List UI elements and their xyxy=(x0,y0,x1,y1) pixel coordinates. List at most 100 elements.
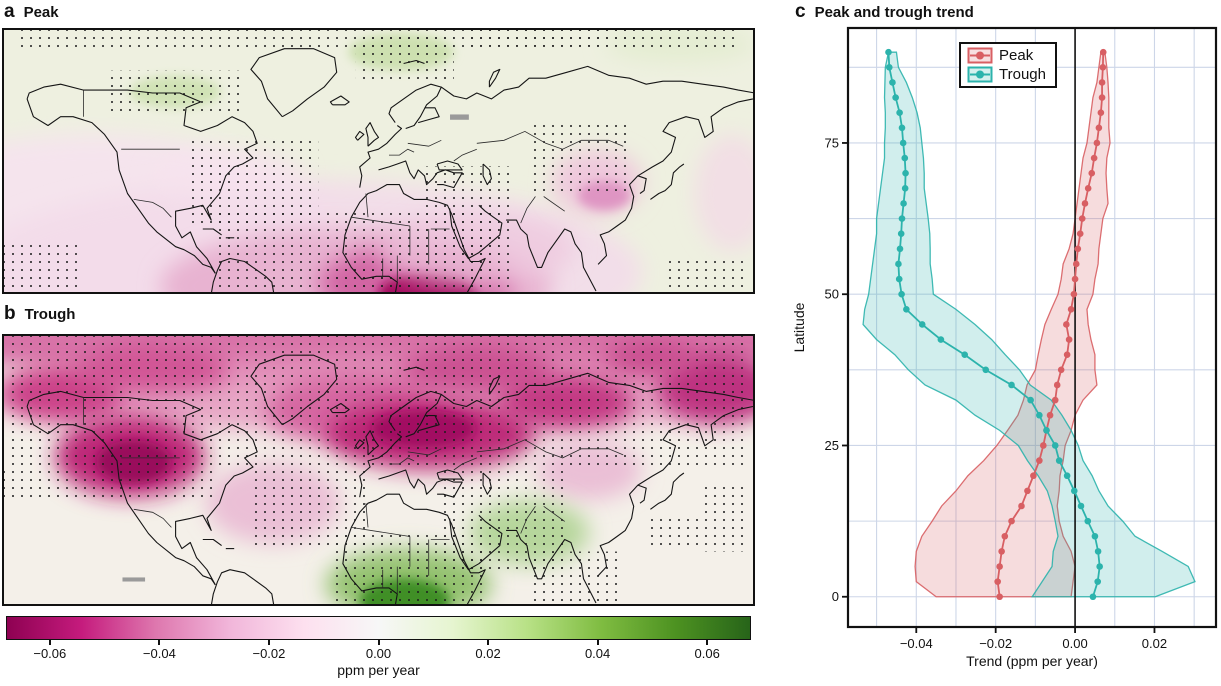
peak-data-point xyxy=(1078,215,1086,222)
trough-data-point xyxy=(1096,563,1103,570)
trough-data-point xyxy=(896,109,903,117)
coastline xyxy=(388,390,442,438)
coastline xyxy=(637,405,754,486)
panel-b-title: Trough xyxy=(24,306,76,323)
country-border xyxy=(453,457,477,471)
peak-data-point xyxy=(1093,139,1101,147)
x-tick-label: 0.00 xyxy=(1062,636,1087,651)
trough-data-point xyxy=(982,366,990,374)
panel-b-header: b Trough xyxy=(4,303,75,325)
stipple-region xyxy=(318,267,424,292)
colorbar-label: ppm per year xyxy=(337,662,420,678)
trough-data-point xyxy=(1027,396,1034,404)
trough-data-point xyxy=(1008,381,1015,389)
stipple-region xyxy=(649,518,703,547)
x-tick-label: 0.02 xyxy=(1142,636,1167,651)
trough-legend-marker xyxy=(967,66,993,83)
coastline xyxy=(26,83,258,274)
peak-data-point xyxy=(1099,64,1107,71)
legend-marker-dot xyxy=(976,70,984,79)
panel-a-title: Peak xyxy=(23,4,59,21)
colorbar-tick-label: −0.06 xyxy=(33,646,67,661)
trough-data-point xyxy=(903,306,910,313)
country-border xyxy=(543,196,565,212)
coastline xyxy=(342,493,486,606)
peak-data-point xyxy=(1084,185,1092,192)
coastline xyxy=(342,184,486,294)
colorbar-tick-label: 0.06 xyxy=(694,646,720,661)
trough-data-point xyxy=(885,64,893,71)
y-tick-label: 0 xyxy=(832,589,839,604)
coastline xyxy=(650,472,685,510)
trough-data-point xyxy=(896,245,904,253)
peak-data-point xyxy=(996,563,1003,570)
peak-data-point xyxy=(1088,169,1096,177)
stipple-region xyxy=(529,121,627,193)
coastline xyxy=(359,125,403,188)
peak-data-point xyxy=(994,578,1001,585)
trough-data-point xyxy=(1063,472,1071,480)
panel-a-letter: a xyxy=(4,1,15,22)
colorbar-tick xyxy=(487,640,490,645)
coastline xyxy=(637,98,754,177)
coastline xyxy=(440,372,755,408)
coastline xyxy=(650,163,685,200)
trough-data-point xyxy=(1036,411,1043,419)
trough-data-point xyxy=(901,185,909,192)
peak-data-point xyxy=(1036,457,1043,464)
panel-c-letter: c xyxy=(795,1,806,22)
no-data-mark xyxy=(450,114,469,120)
coastline xyxy=(354,439,365,450)
coastline xyxy=(210,569,275,606)
peak-data-point xyxy=(1008,517,1015,525)
coastline xyxy=(365,122,380,147)
coastline xyxy=(26,406,216,586)
anomaly-blob xyxy=(694,134,755,252)
x-axis-label: Trend (ppm per year) xyxy=(966,653,1098,669)
trough-data-point xyxy=(902,169,909,177)
colorbar-ticks: −0.06 −0.04 −0.02 0.00 0.02 0.04 0.06 xyxy=(6,640,751,674)
country-border xyxy=(453,148,477,162)
map-layers xyxy=(2,28,755,294)
colorbar-tick xyxy=(267,640,270,645)
peak-data-point xyxy=(1030,472,1037,480)
coastline xyxy=(388,83,442,130)
peak-legend-marker xyxy=(967,47,993,64)
trough-data-point xyxy=(889,79,896,86)
colorbar-tick-label: 0.04 xyxy=(584,646,611,661)
trough-data-point xyxy=(918,321,926,328)
peak-data-point xyxy=(1072,260,1080,268)
legend-marker-dot xyxy=(976,51,984,60)
y-tick-label: 25 xyxy=(825,438,839,453)
x-tick-label: −0.02 xyxy=(979,636,1012,651)
panel-b-letter: b xyxy=(4,303,16,324)
panel-c-header: c Peak and trough trend xyxy=(795,1,974,23)
peak-data-point xyxy=(1046,411,1054,419)
coastline xyxy=(250,354,338,426)
trough-data-point xyxy=(1055,457,1063,464)
peak-data-point xyxy=(1076,230,1084,238)
peak-data-point xyxy=(996,593,1003,601)
coastline xyxy=(440,65,755,100)
coastline xyxy=(202,538,222,547)
coastline xyxy=(506,529,597,604)
y-axis-label: Latitude xyxy=(791,302,807,352)
trough-data-point xyxy=(900,200,907,207)
coastline xyxy=(482,472,492,495)
peak-legend-label: Peak xyxy=(999,47,1034,64)
peak-data-point xyxy=(1070,290,1078,298)
map-trough xyxy=(2,334,755,606)
trough-data-point xyxy=(901,154,909,162)
peak-data-point xyxy=(1097,109,1105,117)
map-peak xyxy=(2,28,755,294)
stipple-region xyxy=(2,240,78,292)
country-border xyxy=(476,439,624,459)
map-layers xyxy=(2,334,755,606)
trough-data-point xyxy=(1094,548,1102,555)
country-border xyxy=(133,508,172,528)
coastline xyxy=(378,469,463,498)
colorbar-tick xyxy=(158,640,161,645)
peak-data-point xyxy=(1051,396,1059,404)
colorbar-tick-label: 0.00 xyxy=(365,646,392,661)
